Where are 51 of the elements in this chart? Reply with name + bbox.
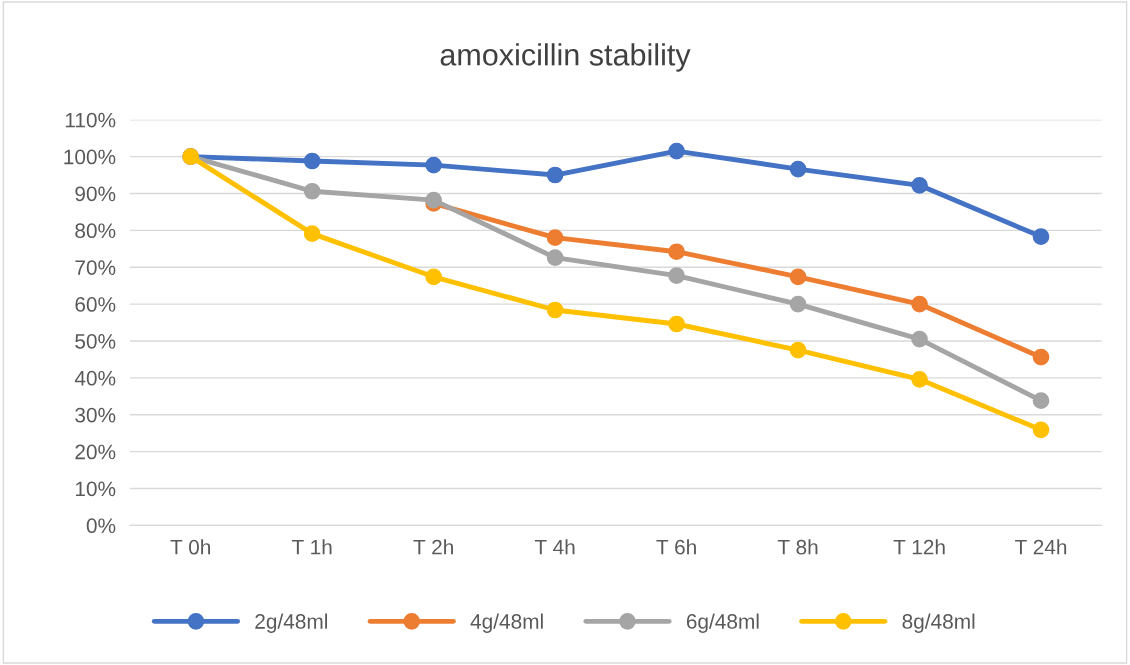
point — [425, 268, 442, 286]
point — [303, 225, 321, 242]
point — [668, 315, 685, 333]
point — [668, 243, 685, 261]
legend-label: 4g/48ml — [470, 613, 543, 633]
y-tick-label: 10% — [75, 481, 116, 497]
y-tick-label: 70% — [75, 260, 116, 275]
point — [668, 267, 685, 285]
point — [546, 166, 564, 184]
y-tick-label: 40% — [74, 370, 116, 386]
point — [546, 229, 564, 247]
y-tick-label: 100% — [64, 149, 116, 165]
point — [789, 268, 807, 286]
x-tick-label: T 2h — [413, 539, 453, 555]
x-tick-label: T 4h — [534, 539, 575, 555]
point — [546, 249, 564, 266]
y-tick-label: 30% — [75, 407, 116, 423]
y-tick-label: 0% — [86, 518, 116, 534]
y-tick-label: 20% — [75, 444, 116, 460]
point — [1032, 392, 1050, 410]
point — [425, 191, 442, 209]
x-tick-label: T 12h — [893, 539, 945, 555]
point — [1032, 348, 1050, 366]
x-tick-label: T 8h — [777, 539, 818, 555]
point — [1032, 421, 1050, 439]
x-tick-label: T 1h — [291, 539, 332, 555]
legend-label: 8g/48ml — [902, 613, 975, 633]
point — [425, 156, 442, 174]
point — [911, 370, 928, 388]
legend-label: 2g/48ml — [255, 613, 327, 633]
point — [1032, 228, 1050, 245]
y-tick-label: 60% — [75, 297, 116, 312]
y-tick-label: 90% — [75, 186, 116, 202]
x-tick-label: T 24h — [1015, 539, 1067, 555]
chart-title: amoxicillin stability — [440, 43, 691, 72]
y-tick-label: 50% — [75, 333, 116, 349]
y-tick-label: 110% — [65, 112, 116, 128]
point — [546, 301, 564, 319]
point — [789, 295, 807, 313]
point — [911, 330, 928, 348]
legend-label: 6g/48ml — [686, 613, 759, 633]
point — [911, 295, 928, 313]
y-tick-label: 80% — [75, 223, 116, 239]
x-tick-label: T 6h — [656, 539, 696, 555]
x-tick-label: T 0h — [170, 539, 210, 555]
point — [789, 341, 807, 359]
point — [303, 182, 321, 200]
point — [668, 142, 685, 160]
point — [789, 160, 807, 178]
point — [303, 152, 321, 170]
point — [911, 177, 928, 194]
